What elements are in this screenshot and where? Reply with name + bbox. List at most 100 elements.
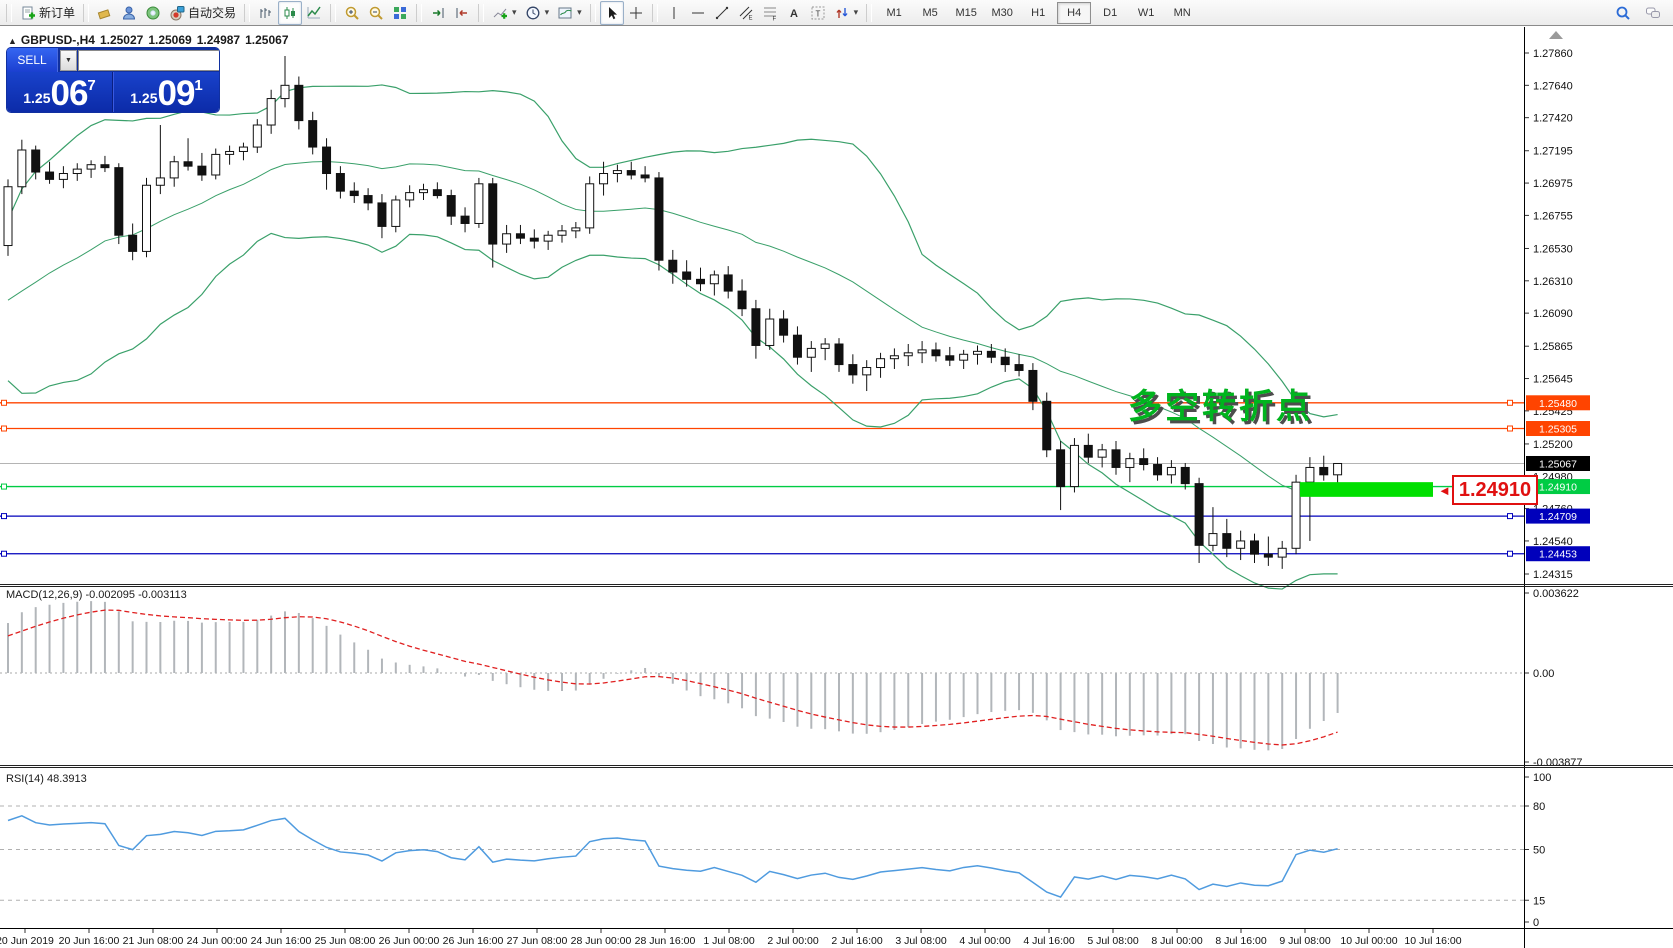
sell-price[interactable]: 1.25 06 7 — [7, 72, 113, 112]
layouts-button[interactable] — [93, 1, 117, 25]
axis-badge-1.25480: 1.25480 — [1526, 395, 1590, 411]
chart-canvas[interactable]: 1.27860 1.27640 1.27420 1.27195 1.26975 1.267… — [0, 27, 1673, 948]
price-axis: 1.27860 1.27640 1.27420 1.27195 1.26975 1.267… — [1524, 27, 1673, 948]
rsi-axis-label: 15 — [1533, 895, 1545, 907]
time-axis-label: 10 Jul 00:00 — [1340, 935, 1397, 947]
macd-pane — [0, 601, 1524, 751]
periods-button[interactable]: ▾ — [521, 1, 554, 25]
equidistant-channel-button[interactable]: E — [734, 1, 758, 25]
channel-icon: E — [739, 6, 752, 21]
volume-input[interactable] — [78, 49, 219, 71]
svg-text:E: E — [748, 15, 752, 21]
vertical-line-button[interactable] — [662, 1, 686, 25]
axis-scroll-marker[interactable] — [1549, 31, 1563, 39]
timeframe-m15-button[interactable]: M15 — [955, 6, 977, 19]
indicators-dropdown-arrow[interactable]: ▾ — [512, 7, 517, 17]
svg-text:T: T — [815, 9, 820, 18]
alerts-button[interactable] — [141, 1, 165, 25]
timeframe-h4-button[interactable]: H4 — [1057, 1, 1092, 24]
svg-text:1.24709: 1.24709 — [1539, 511, 1577, 523]
zoomout-icon — [369, 6, 383, 20]
autotrade-icon — [170, 5, 185, 20]
time-axis-label: 2 Jul 00:00 — [767, 935, 819, 947]
price-tick-label: 1.26975 — [1533, 178, 1573, 190]
axis-badge-1.25305: 1.25305 — [1526, 421, 1590, 437]
volume-decrease-button[interactable]: ▼ — [60, 49, 77, 71]
time-axis-label: 10 Jul 16:00 — [1404, 935, 1461, 947]
axis-badge-1.24453: 1.24453 — [1526, 546, 1590, 562]
chart-text-annotation[interactable]: 多空转折点 — [1128, 388, 1313, 426]
zoomin-icon — [345, 6, 359, 20]
sell-button[interactable]: SELL — [7, 48, 58, 72]
tile-windows-button[interactable] — [388, 1, 412, 25]
line-chart-button[interactable] — [302, 1, 326, 25]
time-axis-label: 8 Jul 16:00 — [1215, 935, 1267, 947]
hline-1.25305[interactable] — [0, 425, 1524, 432]
chat-button[interactable] — [1641, 1, 1665, 25]
zoom-out-button[interactable] — [364, 1, 388, 25]
templates-button[interactable]: ▾ — [553, 1, 586, 25]
chart-title: ▲ GBPUSD-,H4 1.25027 1.25069 1.24987 1.25067 — [8, 33, 294, 47]
macd-histogram — [7, 601, 1339, 751]
indicators-button[interactable]: ▾ — [488, 1, 521, 25]
auto-scroll-button[interactable] — [426, 1, 450, 25]
periods-dropdown-arrow[interactable]: ▾ — [544, 7, 550, 17]
buy-price[interactable]: 1.25 09 1 — [113, 72, 219, 112]
price-tick-label: 1.27420 — [1533, 113, 1573, 125]
zoom-in-button[interactable] — [340, 1, 364, 25]
candles-icon — [284, 6, 296, 19]
ohlc-high: 1.25069 — [148, 33, 192, 47]
highlight-rectangle[interactable] — [1300, 482, 1433, 497]
price-tick-label: 1.26310 — [1533, 276, 1573, 288]
time-axis-label: 20 Jun 16:00 — [59, 935, 120, 947]
svg-text:1.25305: 1.25305 — [1539, 424, 1577, 436]
timeframe-m5-button[interactable]: M5 — [922, 6, 938, 19]
toolbar-grip — [651, 3, 658, 22]
text-button[interactable]: A — [782, 1, 806, 25]
search-button[interactable] — [1611, 1, 1635, 25]
profiles-button[interactable] — [117, 1, 141, 25]
textA-icon: A — [790, 8, 798, 20]
auto-trading-button[interactable]: 自动交易 — [165, 1, 240, 25]
new-order-button[interactable]: 新订单 — [16, 1, 79, 25]
templates-dropdown-arrow[interactable]: ▾ — [577, 7, 582, 17]
time-axis-label: 1 Jul 08:00 — [703, 935, 755, 947]
toolbar-right-group — [1611, 1, 1671, 25]
hline-icon — [691, 12, 704, 13]
timeframe-h1-button[interactable]: H1 — [1031, 6, 1046, 19]
timeframe-m30-button[interactable]: M30 — [991, 6, 1013, 19]
price-tick-label: 1.26530 — [1533, 243, 1573, 255]
price-callout[interactable]: ◄ 1.24910 — [1438, 475, 1539, 505]
horizontal-line-button[interactable] — [686, 1, 710, 25]
arrows-button[interactable]: ▾ — [830, 1, 863, 25]
bar-chart-button[interactable] — [254, 1, 278, 25]
text-label-button[interactable]: T — [806, 1, 830, 25]
hline-1.25480[interactable] — [0, 399, 1524, 406]
crosshair-button[interactable] — [624, 1, 648, 25]
timeframe-d1-button[interactable]: D1 — [1103, 6, 1118, 19]
timeframe-m1-button[interactable]: M1 — [886, 6, 902, 19]
arrows-dropdown-arrow[interactable]: ▾ — [853, 7, 859, 17]
rsi-axis-label: 80 — [1533, 801, 1545, 813]
toolbar-grip — [330, 3, 337, 22]
chart-shift-button[interactable] — [450, 1, 474, 25]
cursor-icon — [608, 6, 617, 19]
svg-text:1.24453: 1.24453 — [1539, 549, 1577, 561]
trendline-button[interactable] — [710, 1, 734, 25]
hline-1.24453[interactable] — [0, 550, 1524, 557]
hline-1.24709[interactable] — [0, 513, 1524, 520]
time-axis-label: 25 Jun 08:00 — [315, 935, 376, 947]
timeframe-w1-button[interactable]: W1 — [1137, 6, 1155, 19]
indicators-icon — [493, 8, 508, 19]
chart-window: 1.27860 1.27640 1.27420 1.27195 1.26975 1.267… — [0, 27, 1673, 948]
sell-price-big: 06 — [50, 74, 88, 112]
fibonacci-button[interactable]: F — [758, 1, 782, 25]
cursor-button[interactable] — [599, 0, 624, 25]
timeframe-mn-button[interactable]: MN — [1173, 6, 1191, 19]
candlestick-chart-button[interactable] — [278, 0, 303, 25]
time-axis-label: 9 Jul 08:00 — [1279, 935, 1331, 947]
collapse-panel-arrow[interactable]: ▲ — [8, 36, 17, 46]
autoscroll-icon — [433, 7, 444, 18]
price-tick-label: 1.25865 — [1533, 341, 1573, 353]
